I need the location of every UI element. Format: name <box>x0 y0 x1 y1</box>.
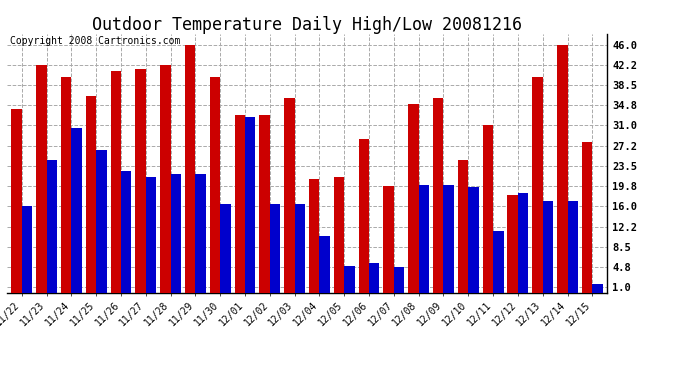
Bar <box>344 266 355 292</box>
Bar <box>493 231 504 292</box>
Bar <box>309 179 319 292</box>
Bar <box>369 263 380 292</box>
Bar <box>235 115 245 292</box>
Bar <box>444 185 454 292</box>
Bar <box>195 174 206 292</box>
Bar <box>543 201 553 292</box>
Bar <box>146 177 156 292</box>
Bar <box>121 171 131 292</box>
Bar <box>36 65 47 292</box>
Bar <box>408 104 419 292</box>
Bar <box>47 160 57 292</box>
Bar <box>295 204 305 292</box>
Bar <box>96 150 107 292</box>
Text: Copyright 2008 Cartronics.com: Copyright 2008 Cartronics.com <box>10 36 180 46</box>
Bar <box>507 195 518 292</box>
Bar <box>22 206 32 292</box>
Bar <box>592 284 603 292</box>
Title: Outdoor Temperature Daily High/Low 20081216: Outdoor Temperature Daily High/Low 20081… <box>92 16 522 34</box>
Bar <box>567 201 578 292</box>
Bar <box>532 77 543 292</box>
Bar <box>582 142 592 292</box>
Bar <box>110 72 121 292</box>
Bar <box>518 193 529 292</box>
Bar <box>210 77 220 292</box>
Bar <box>469 188 479 292</box>
Bar <box>557 45 567 292</box>
Bar <box>185 45 195 292</box>
Bar <box>61 77 71 292</box>
Bar <box>86 96 96 292</box>
Bar <box>334 177 344 292</box>
Bar <box>170 174 181 292</box>
Bar <box>71 128 82 292</box>
Bar <box>319 236 330 292</box>
Bar <box>394 267 404 292</box>
Bar <box>160 65 170 292</box>
Bar <box>135 69 146 292</box>
Bar <box>11 109 22 292</box>
Bar <box>284 99 295 292</box>
Bar <box>220 204 230 292</box>
Bar <box>483 125 493 292</box>
Bar <box>270 204 280 292</box>
Bar <box>458 160 469 292</box>
Bar <box>419 185 429 292</box>
Bar <box>259 115 270 292</box>
Bar <box>384 186 394 292</box>
Bar <box>245 117 255 292</box>
Bar <box>433 99 444 292</box>
Bar <box>359 139 369 292</box>
